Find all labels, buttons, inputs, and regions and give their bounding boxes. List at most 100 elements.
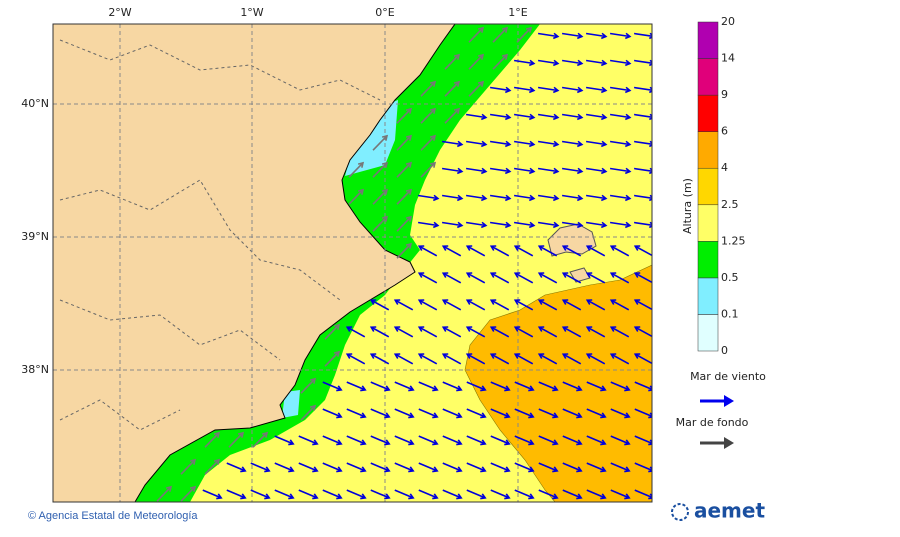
wind-sea-arrow xyxy=(513,221,536,229)
arrow-shaft xyxy=(537,140,559,146)
arrow-shaft xyxy=(634,353,652,365)
map xyxy=(53,24,652,502)
arrow-head xyxy=(633,326,641,332)
swell-arrow xyxy=(420,134,437,151)
arrow-head xyxy=(585,272,593,278)
arrow-head xyxy=(453,107,461,114)
arrow-head xyxy=(576,466,583,473)
arrow-head xyxy=(429,80,437,87)
arrow-shaft xyxy=(561,194,583,200)
wind-sea-arrow xyxy=(226,462,247,473)
arrow-head xyxy=(504,466,511,473)
wind-sea-arrow xyxy=(634,381,652,392)
arrow-shaft xyxy=(538,381,558,391)
arrow-shaft xyxy=(514,245,534,257)
wind-sea-arrow xyxy=(489,140,512,148)
wind-sea-arrow xyxy=(634,489,652,500)
arrow-head xyxy=(585,326,593,332)
arrow-shaft xyxy=(418,435,438,445)
wind-sea-arrow xyxy=(514,435,535,446)
wind-sea-arrow xyxy=(417,245,438,257)
arrow-shaft xyxy=(418,408,438,418)
arrow-shaft xyxy=(156,486,172,502)
wind-sea-arrow xyxy=(537,113,560,121)
arrow-head xyxy=(600,59,608,67)
arrow-head xyxy=(552,466,559,473)
logo: aemet xyxy=(694,499,765,523)
wind-sea-arrow xyxy=(585,194,608,202)
arrow-head xyxy=(552,59,560,67)
arrow-shaft xyxy=(394,489,414,499)
wind-sea-arrow xyxy=(417,326,438,338)
arrow-head xyxy=(309,404,317,411)
swell-arrow xyxy=(396,134,413,151)
wind-sea-arrow xyxy=(418,381,439,392)
arrow-shaft xyxy=(442,245,462,257)
wind-sea-arrow xyxy=(585,140,608,148)
land xyxy=(53,24,456,502)
arrow-head xyxy=(504,113,512,121)
arrow-head xyxy=(405,161,413,168)
arrow-shaft xyxy=(489,167,511,173)
wind-sea-arrow xyxy=(585,113,608,121)
arrow-head xyxy=(453,80,461,87)
arrow-head xyxy=(456,140,464,148)
wind-sea-arrow xyxy=(441,167,464,175)
wind-sea-arrow xyxy=(513,245,534,257)
arrow-head xyxy=(624,59,632,67)
arrow-head xyxy=(480,493,487,500)
wind-sea-arrow xyxy=(465,326,486,338)
arrow-shaft xyxy=(585,113,607,119)
wind-sea-arrow xyxy=(538,462,559,473)
arrow-head xyxy=(417,245,425,251)
wind-sea-arrow xyxy=(633,194,652,202)
arrow-shaft xyxy=(322,381,342,391)
arrow-shaft xyxy=(420,81,436,97)
arrow-head xyxy=(513,245,521,251)
colorbar-label: 0.1 xyxy=(721,307,739,320)
arrow-head xyxy=(456,194,464,202)
arrow-head xyxy=(333,350,341,357)
arrow-shaft xyxy=(466,245,486,257)
arrow-head xyxy=(600,466,607,473)
arrow-head xyxy=(528,59,536,67)
arrow-shaft xyxy=(492,54,508,70)
wind-sea-arrow xyxy=(465,113,488,121)
arrow-head xyxy=(480,385,487,392)
wind-sea-arrow xyxy=(370,462,391,473)
arrow-shaft xyxy=(490,408,510,418)
arrow-head xyxy=(600,113,608,121)
arrow-head xyxy=(528,86,536,94)
arrow-head xyxy=(336,466,343,473)
arrow-shaft xyxy=(489,140,511,146)
arrow-shaft xyxy=(492,27,508,43)
arrow-shaft xyxy=(466,408,486,418)
arrow-head xyxy=(465,326,473,332)
arrow-shaft xyxy=(418,353,438,365)
arrow-head xyxy=(552,493,559,500)
wind-sea-arrow xyxy=(465,194,488,202)
arrow-head xyxy=(432,439,439,446)
arrow-head xyxy=(528,167,536,175)
arrow-head xyxy=(600,412,607,419)
wind-sea-arrow xyxy=(417,299,438,311)
arrow-shaft xyxy=(514,272,534,284)
arrow-shaft xyxy=(274,462,294,472)
wind-sea-arrow xyxy=(609,86,632,94)
wind-sea-arrow xyxy=(585,86,608,94)
arrow-head xyxy=(336,493,343,500)
arrow-shaft xyxy=(370,408,390,418)
arrow-head xyxy=(528,439,535,446)
wind-sea-arrow xyxy=(538,435,559,446)
wind-sea-arrow xyxy=(394,489,415,500)
arrow-head xyxy=(552,439,559,446)
arrow-shaft xyxy=(490,462,510,472)
wind-sea-arrow xyxy=(633,245,652,257)
border xyxy=(59,39,381,101)
wind-sea-arrow xyxy=(394,435,415,446)
wind-sea-arrow xyxy=(561,59,584,67)
arrow-shaft xyxy=(610,353,630,365)
arrow-shaft xyxy=(274,435,294,445)
arrow-shaft xyxy=(348,189,364,205)
wind-sea-arrow xyxy=(441,194,464,202)
